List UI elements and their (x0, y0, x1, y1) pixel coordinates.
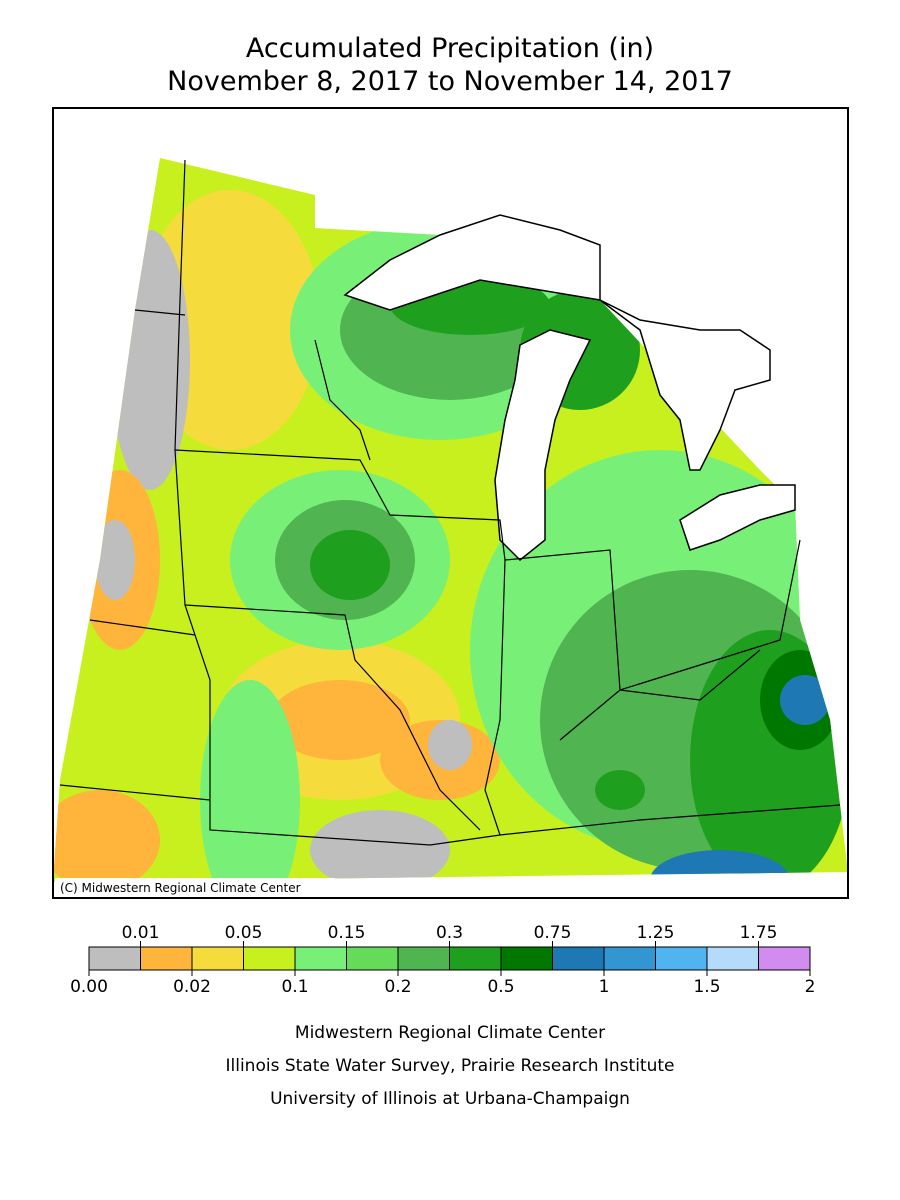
legend-swatch (191, 946, 244, 971)
legend-label: 0.00 (70, 977, 108, 997)
title-line: November 8, 2017 to November 14, 2017 (167, 66, 733, 97)
legend-swatch (655, 946, 708, 971)
footer-line: Illinois State Water Survey, Prairie Res… (226, 1056, 675, 1076)
legend-swatch (500, 946, 553, 971)
legend-swatch (397, 946, 450, 971)
legend-swatch (603, 946, 656, 971)
legend-label: 0.1 (281, 977, 308, 997)
precip-field (53, 790, 160, 882)
legend-label: 1.5 (693, 977, 720, 997)
legend-label: 1.75 (740, 923, 778, 943)
legend-label: 1.25 (637, 923, 675, 943)
legend-label: 0.75 (534, 923, 572, 943)
legend-label: 0.01 (122, 923, 160, 943)
legend-swatch (243, 946, 296, 971)
precip-field (95, 520, 135, 600)
copyright: (C) Midwestern Regional Climate Center (60, 881, 301, 895)
precip-field (310, 810, 450, 882)
legend-swatch (88, 946, 141, 971)
precip-field (595, 770, 645, 810)
legend-swatch (294, 946, 347, 971)
copyright-box (55, 878, 335, 896)
precip-field (200, 680, 300, 882)
footer-line: University of Illinois at Urbana-Champai… (270, 1089, 630, 1109)
precip-field (270, 680, 410, 760)
map: (C) Midwestern Regional Climate Center (52, 107, 849, 899)
legend-label: 0.3 (436, 923, 463, 943)
legend: 0.00 0.01 0.02 0.05 0.1 0.15 0.2 0.3 0.5 0.75 1 1.2… (70, 923, 815, 997)
legend-swatch (706, 946, 759, 971)
legend-label: 1 (599, 977, 610, 997)
legend-swatch (552, 946, 605, 971)
legend-swatch (346, 946, 399, 971)
legend-swatch (449, 946, 502, 971)
legend-label: 2 (805, 977, 816, 997)
precip-field (428, 720, 472, 770)
legend-label: 0.05 (225, 923, 263, 943)
legend-label: 0.02 (173, 977, 211, 997)
footer-line: Midwestern Regional Climate Center (295, 1023, 605, 1043)
legend-label: 0.2 (384, 977, 411, 997)
precip-field (310, 530, 390, 600)
legend-label: 0.5 (487, 977, 514, 997)
title-line: Accumulated Precipitation (in) (246, 33, 654, 64)
precip-field (780, 675, 830, 725)
legend-swatch (758, 946, 811, 971)
legend-swatch (140, 946, 193, 971)
lakes (343, 214, 796, 562)
state-borders (59, 159, 841, 846)
map-frame (52, 107, 849, 899)
precip-field (650, 850, 790, 882)
legend-label: 0.15 (328, 923, 366, 943)
